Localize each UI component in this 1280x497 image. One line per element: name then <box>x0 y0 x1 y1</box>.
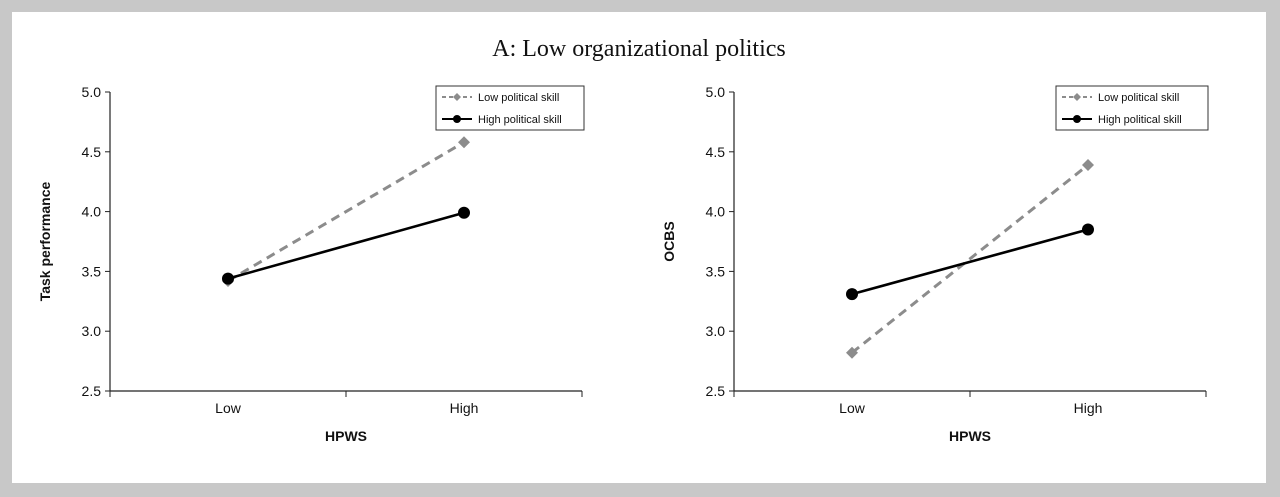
ocbs-chart: 5.0 4.5 4.0 3.5 3.0 2.5 Low High HPWS OCBS Low pol… <box>661 84 1209 444</box>
legend-label: Low political skill <box>1098 92 1179 104</box>
y-tick-label: 5.0 <box>706 84 726 100</box>
y-tick-label: 2.5 <box>82 383 102 399</box>
high-political-skill-point <box>1082 223 1094 236</box>
legend-label: Low political skill <box>478 92 559 104</box>
legend-diamond-marker <box>1073 93 1081 101</box>
y-axis-title: Task performance <box>37 182 53 302</box>
legend-circle-marker <box>453 115 461 123</box>
legend-diamond-marker <box>453 93 461 101</box>
y-tick-label: 3.5 <box>706 263 726 279</box>
high-political-skill-point <box>222 272 234 285</box>
legend-box <box>435 85 585 131</box>
x-axis-title: HPWS <box>949 428 991 444</box>
x-tick-label: High <box>1074 400 1103 416</box>
task-performance-chart: 5.0 4.5 4.0 3.5 3.0 2.5 Low High HPWS Task perfor… <box>37 84 585 444</box>
x-tick-label: Low <box>839 400 866 416</box>
low-political-skill-point <box>1082 158 1094 171</box>
high-political-skill-point <box>458 206 470 219</box>
x-axis-title: HPWS <box>325 428 367 444</box>
low-political-skill-point <box>846 346 858 359</box>
high-political-skill-point <box>846 288 858 301</box>
y-tick-label: 4.0 <box>82 204 102 220</box>
legend-box <box>1055 85 1209 131</box>
y-tick-label: 3.0 <box>82 323 102 339</box>
low-political-skill-line <box>851 163 1089 354</box>
legend-label: High political skill <box>1098 114 1182 126</box>
x-tick-label: Low <box>215 400 242 416</box>
low-political-skill-point <box>458 136 470 149</box>
y-tick-label: 4.0 <box>706 204 726 220</box>
figure-title: A: Low organizational politics <box>492 36 786 62</box>
y-tick-label: 2.5 <box>706 383 726 399</box>
legend-circle-marker <box>1073 115 1081 123</box>
low-political-skill-line <box>227 140 465 283</box>
y-tick-label: 3.0 <box>706 323 726 339</box>
y-tick-label: 4.5 <box>706 144 726 160</box>
x-tick-label: High <box>450 400 479 416</box>
figure-panel: A: Low organizational politics 5.0 4.5 4.0… <box>12 12 1266 483</box>
y-axis-title: OCBS <box>661 221 677 261</box>
legend-label: High political skill <box>478 114 562 126</box>
y-tick-label: 3.5 <box>82 263 102 279</box>
y-tick-label: 5.0 <box>82 84 102 100</box>
high-political-skill-line <box>227 211 465 280</box>
y-tick-label: 4.5 <box>82 144 102 160</box>
high-political-skill-line <box>851 228 1089 296</box>
